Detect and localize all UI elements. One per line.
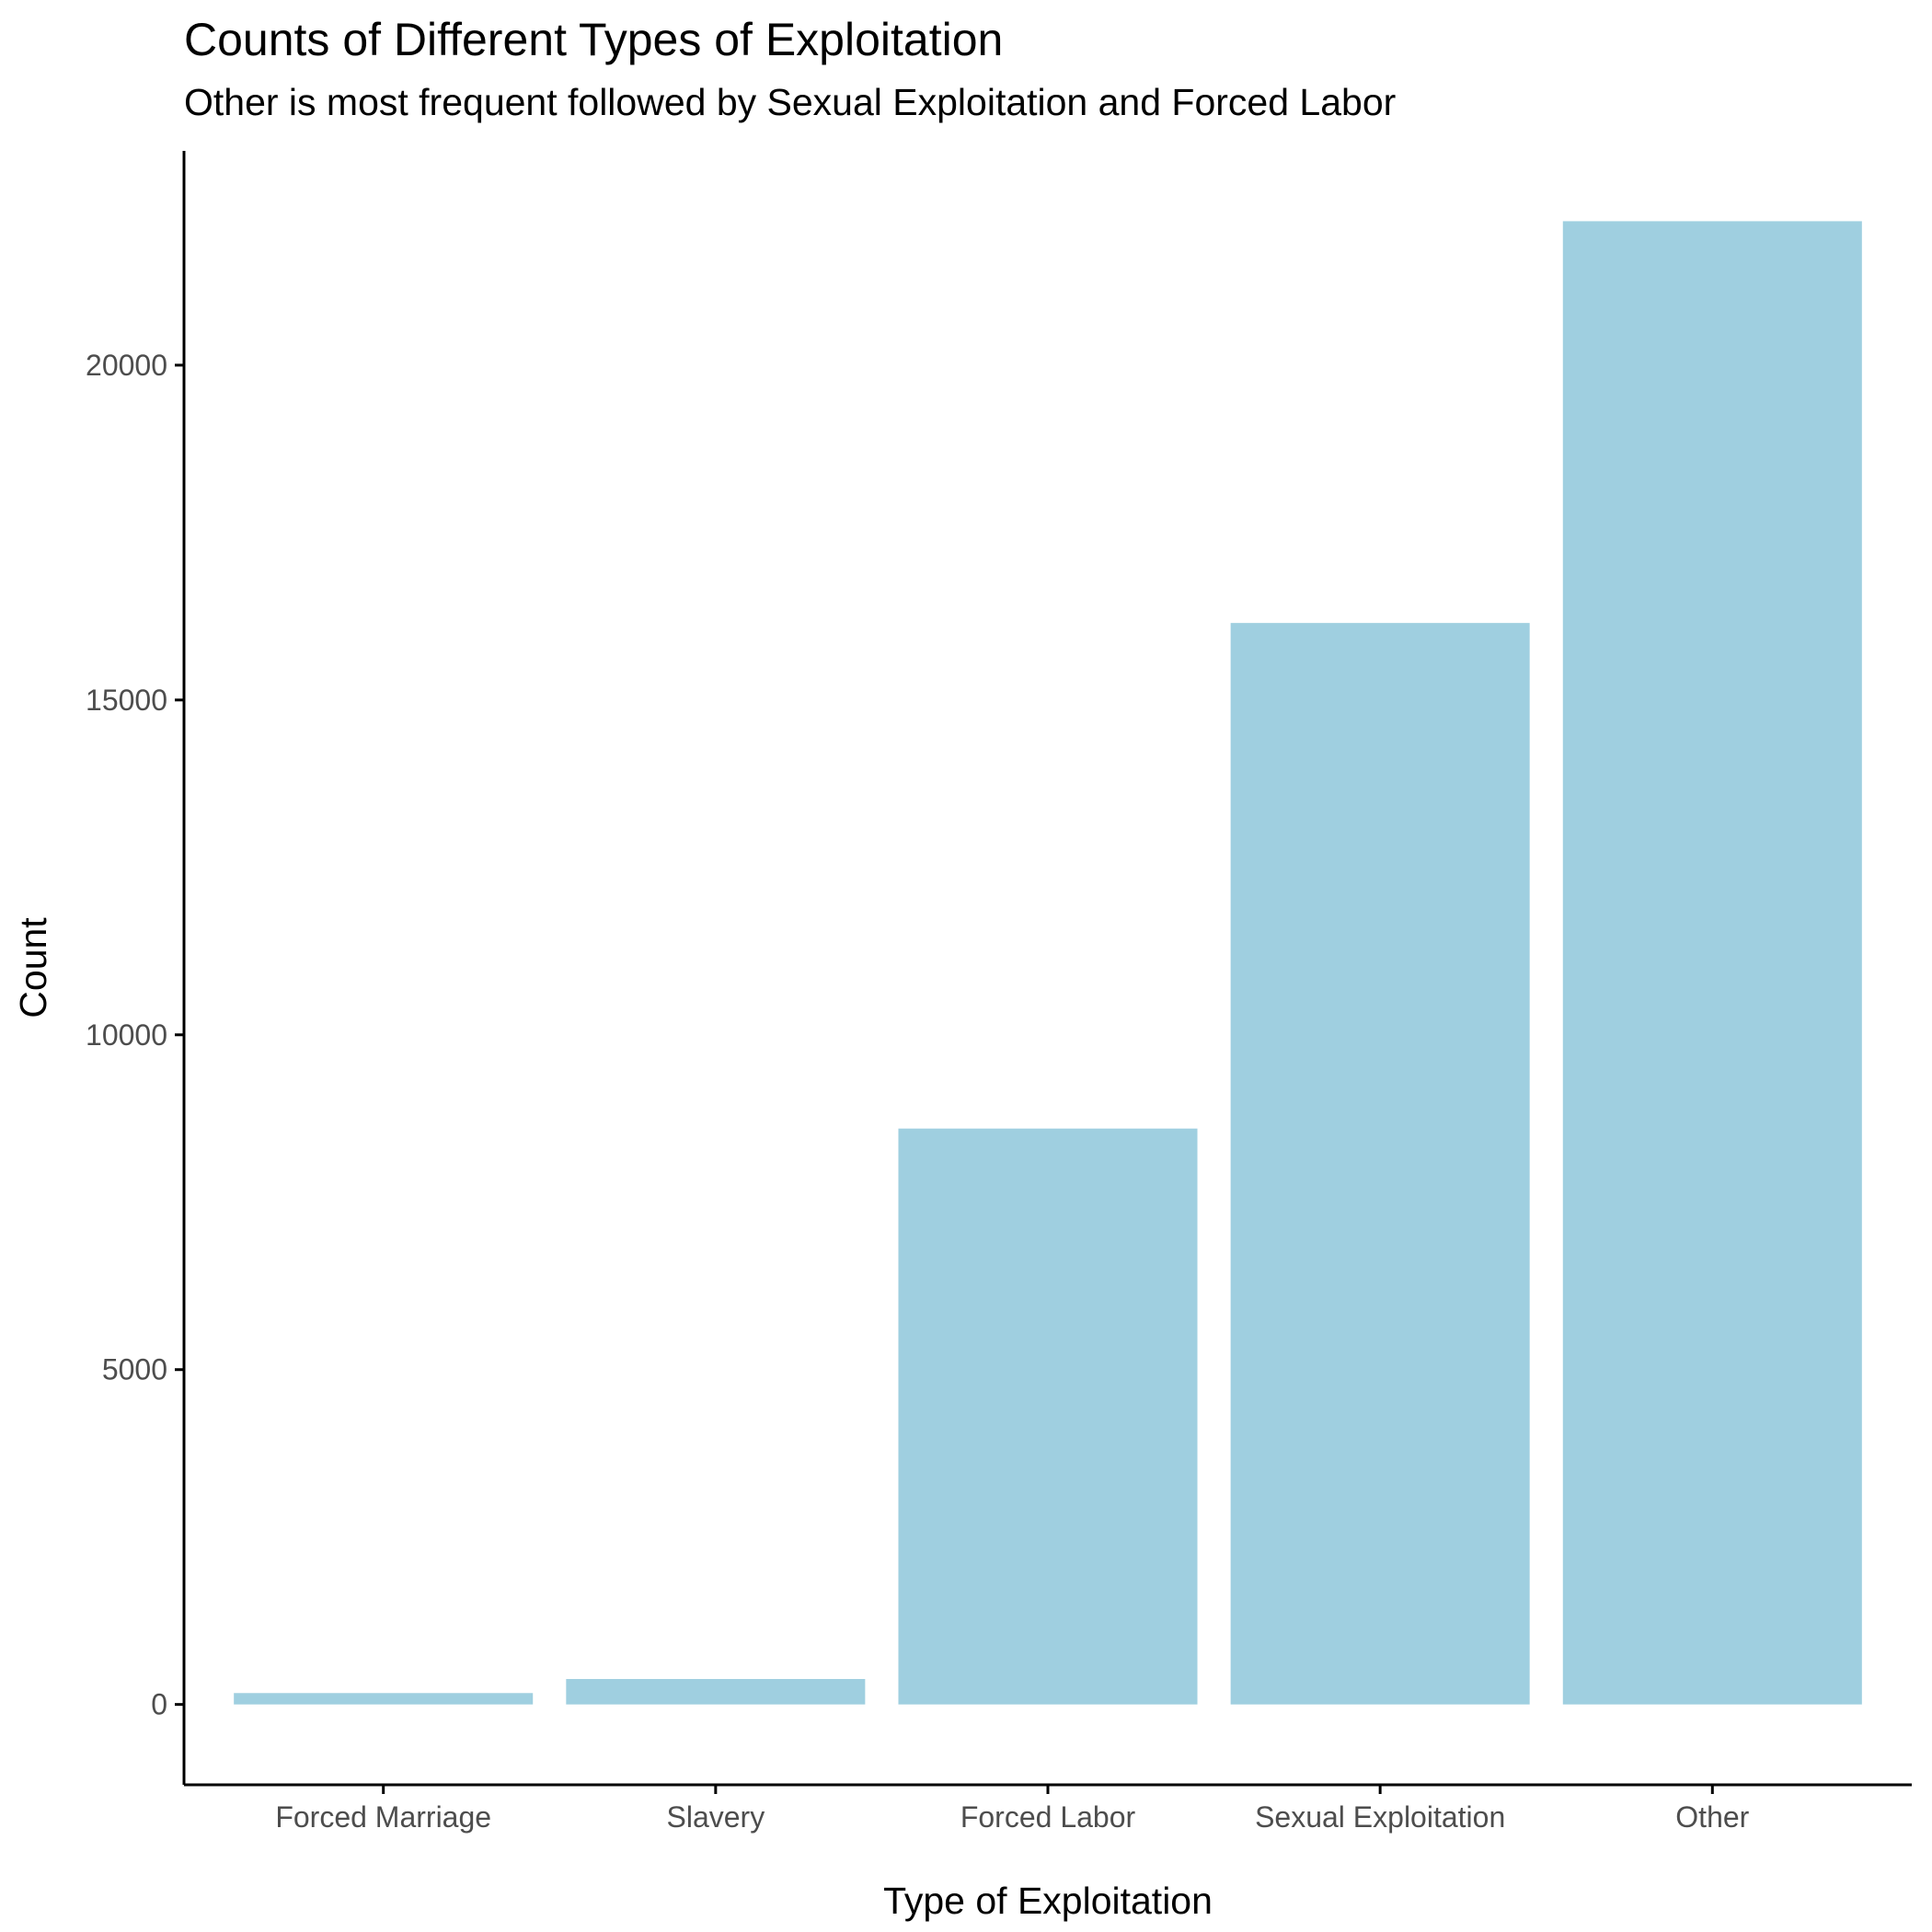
bar-sexual-exploitation xyxy=(1230,623,1530,1705)
x-tick-label: Other xyxy=(1675,1800,1749,1834)
x-axis-title: Type of Exploitation xyxy=(883,1880,1213,1922)
chart-subtitle: Other is most frequent followed by Sexua… xyxy=(184,81,1397,123)
bar-other xyxy=(1562,221,1862,1705)
y-tick-label: 5000 xyxy=(102,1353,167,1386)
x-axis: Forced Marriage Slavery Forced Labor Sexual… xyxy=(184,1783,1912,1834)
chart-title: Counts of Different Types of Exploitatio… xyxy=(184,14,1004,65)
y-axis: 0 5000 10000 15000 20000 xyxy=(86,151,186,1785)
y-axis-title: Count xyxy=(12,917,54,1018)
bar-slavery xyxy=(566,1678,866,1705)
x-tick-label: Sexual Exploitation xyxy=(1255,1800,1505,1834)
y-tick-label: 0 xyxy=(151,1688,167,1721)
y-tick-label: 20000 xyxy=(86,349,167,382)
bars-group xyxy=(234,221,1862,1705)
bar-forced-marriage xyxy=(234,1693,534,1705)
y-tick-label: 10000 xyxy=(86,1018,167,1052)
x-tick-label: Forced Marriage xyxy=(275,1800,491,1834)
x-tick-label: Forced Labor xyxy=(960,1800,1136,1834)
bar-forced-labor xyxy=(898,1128,1198,1705)
x-tick-label: Slavery xyxy=(666,1800,765,1834)
y-tick-label: 15000 xyxy=(86,684,167,717)
